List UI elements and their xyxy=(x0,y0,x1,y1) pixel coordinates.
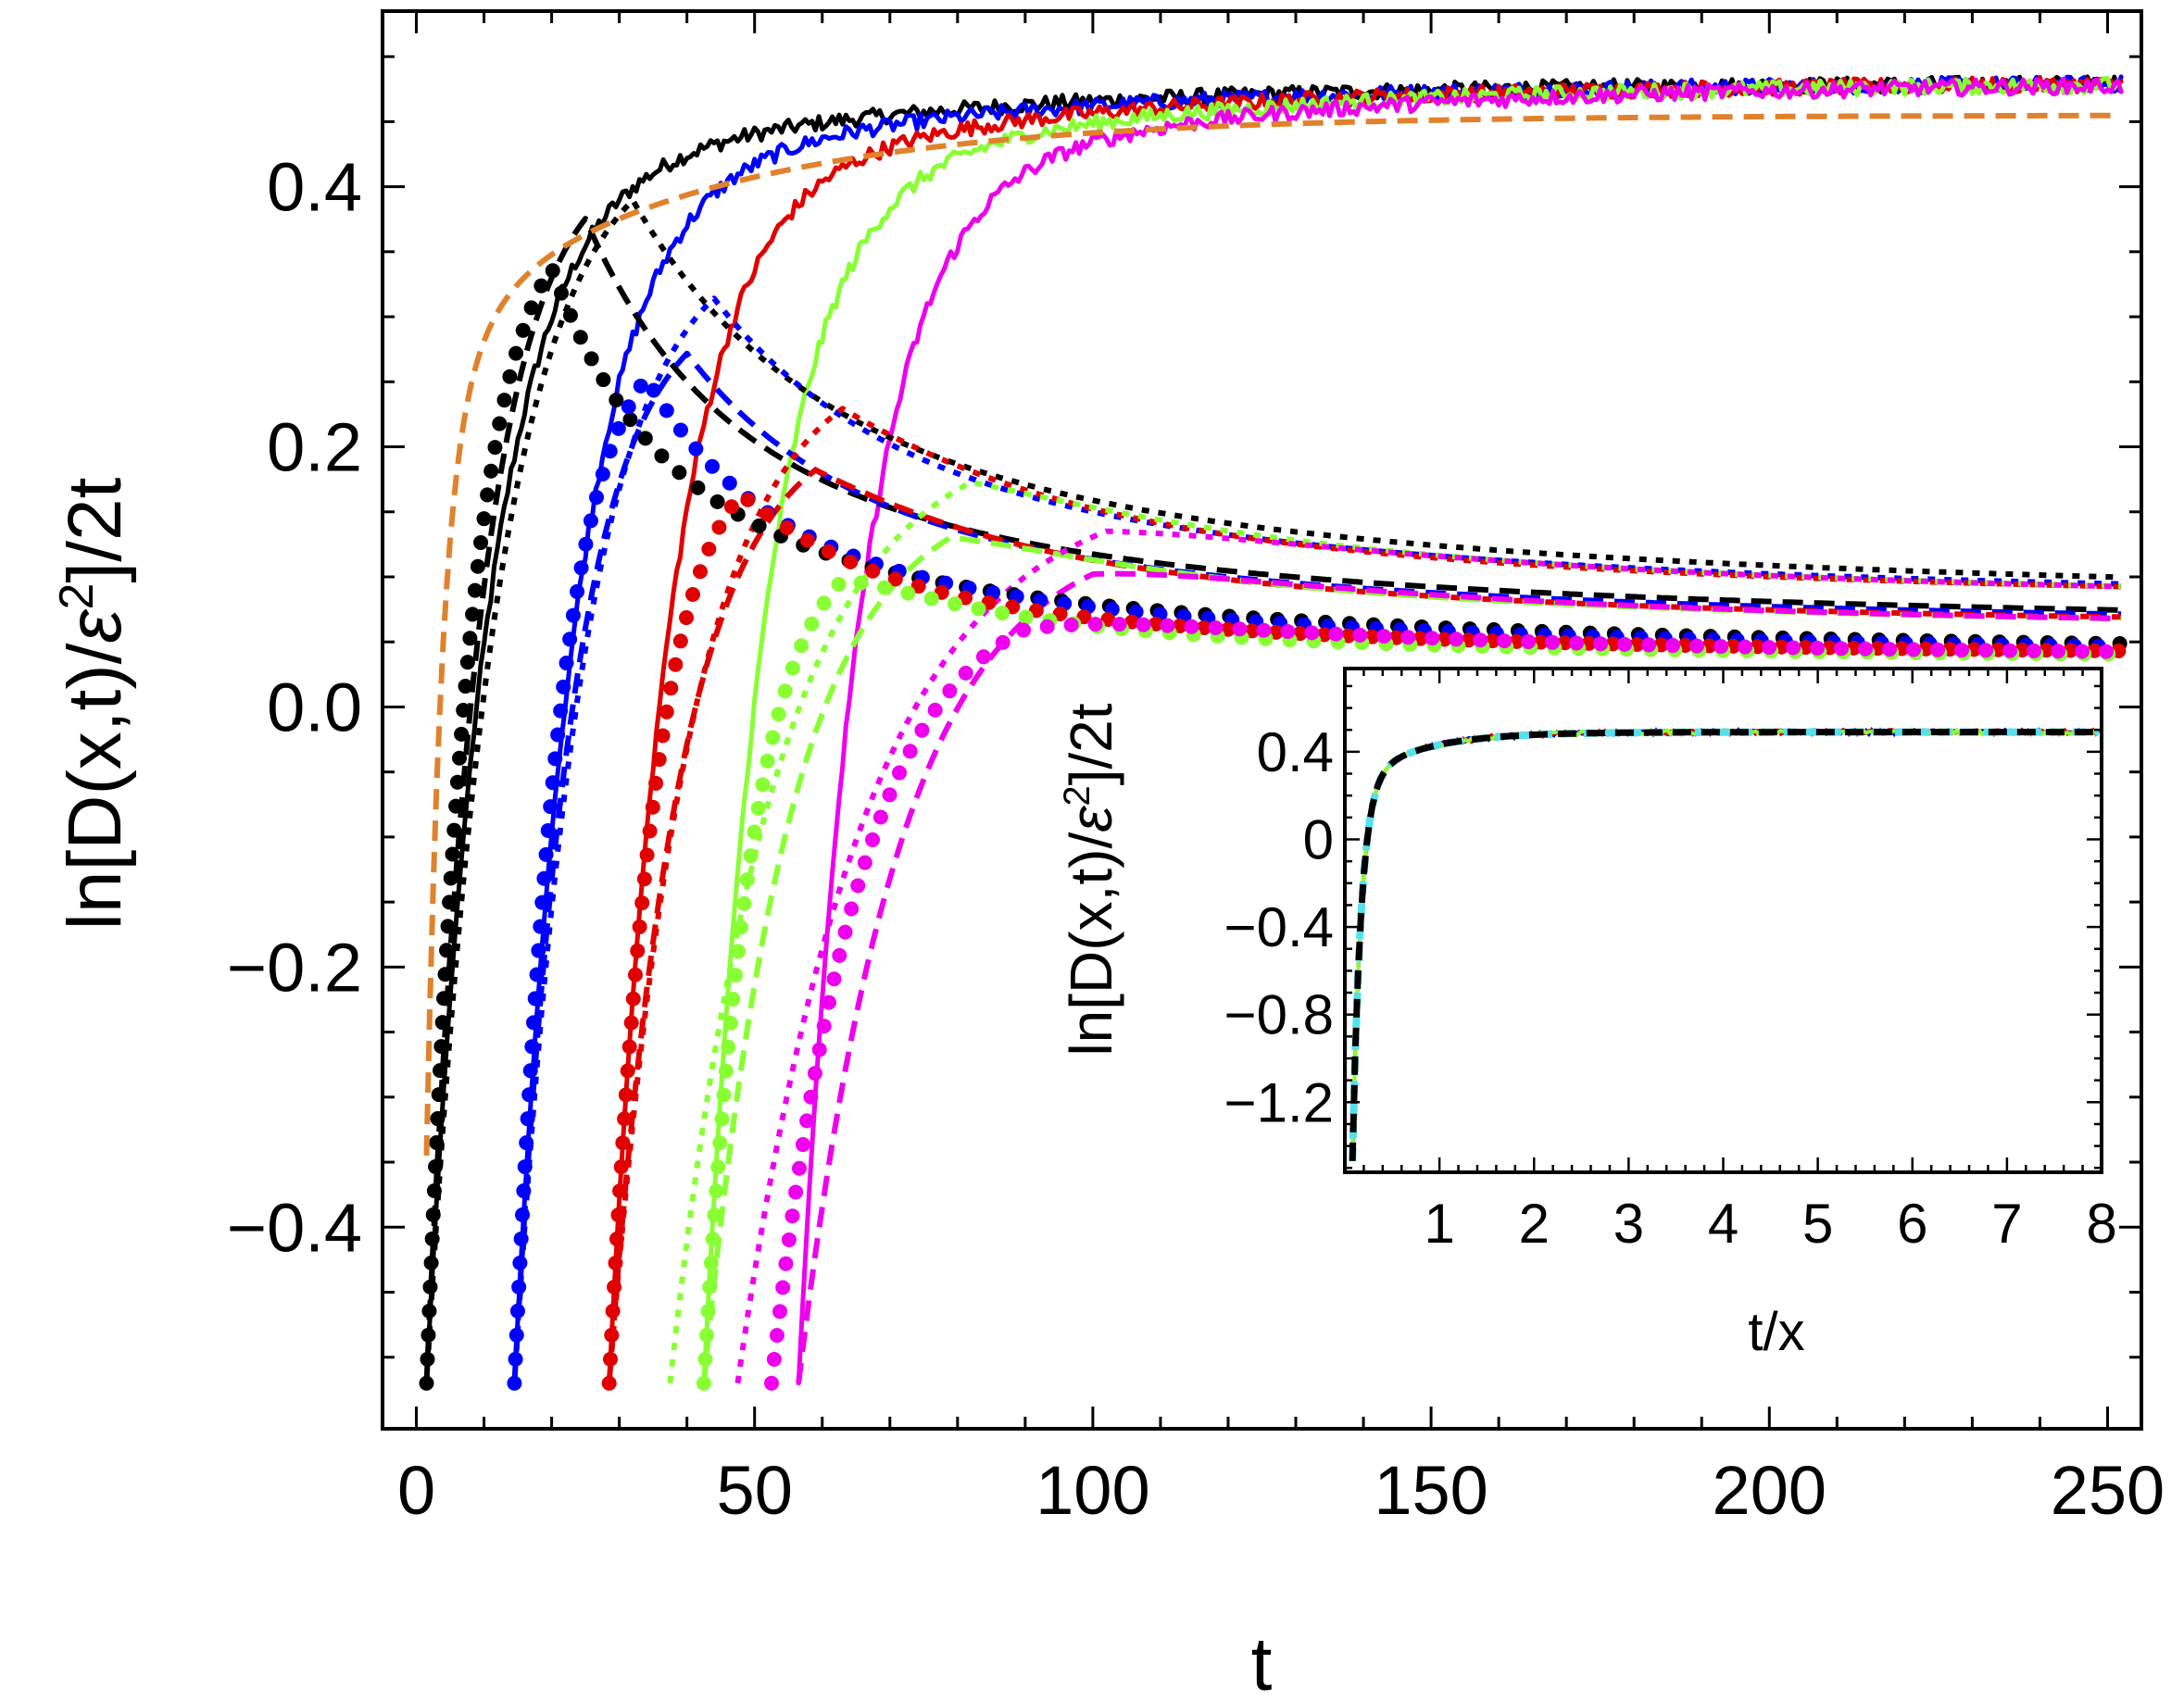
inset-y-tick-label: −0.4 xyxy=(1224,896,1334,958)
inset-curves xyxy=(1349,726,2101,1161)
main-y-tick-label: −0.2 xyxy=(227,929,362,1006)
main-y-tick-label: −0.4 xyxy=(227,1189,362,1266)
main-series-19 xyxy=(764,617,2129,1391)
main-x-tick-label: 100 xyxy=(1036,1452,1149,1529)
main-plot-frame xyxy=(381,9,2143,1431)
main-x-tick-label: 150 xyxy=(1374,1452,1487,1529)
inset-x-tick-labels: 1 2 3 4 5 6 7 8 xyxy=(1424,1193,2116,1255)
main-y-tick-label: 0.2 xyxy=(267,409,362,486)
main-series-20 xyxy=(423,112,2122,1157)
inset-x-tick-label: 7 xyxy=(1991,1193,2022,1255)
main-series-10 xyxy=(423,197,2122,1383)
main-series-15 xyxy=(419,260,2129,1391)
inset-y-tick-label: −1.2 xyxy=(1224,1071,1334,1133)
main-y-axis-label: ln[D(x,t)/ε2]/2t xyxy=(50,477,137,930)
main-series-13 xyxy=(667,479,2122,1384)
main-series-4 xyxy=(796,76,2124,1386)
main-x-tick-labels: 0 50 100 150 200 250 xyxy=(397,1452,2165,1529)
main-x-tick-label: 50 xyxy=(717,1452,793,1529)
main-series-14 xyxy=(734,528,2122,1384)
main-plot: 0 50 100 150 200 250 −0.4−0.20.00.20.4 t ln[D… xyxy=(50,9,2165,1701)
main-y-tick-label: 0.0 xyxy=(267,669,362,745)
inset-y-tick-labels: −1.2 −0.8 −0.4 0 0.4 xyxy=(1224,721,1334,1133)
inset-x-tick-label: 6 xyxy=(1897,1193,1927,1255)
inset-y-axis-label: ln[D(x,t)/ε2]/2t xyxy=(1057,703,1124,1056)
main-x-axis-label: t xyxy=(1251,1622,1273,1701)
main-y-tick-label: 0.4 xyxy=(267,149,362,226)
main-curves xyxy=(419,74,2129,1391)
main-ticks xyxy=(383,11,2141,1429)
inset-x-tick-label: 2 xyxy=(1519,1193,1550,1255)
main-x-tick-label: 250 xyxy=(2051,1452,2165,1529)
inset-x-axis-label: t/x xyxy=(1748,1302,1804,1362)
inset-plot: 1 2 3 4 5 6 7 8 −1.2 −0.8 −0.4 0 0.4 t/x ln[D(x,t)/… xyxy=(1057,667,2117,1362)
inset-x-tick-label: 4 xyxy=(1708,1193,1738,1255)
inset-x-tick-label: 5 xyxy=(1802,1193,1833,1255)
inset-background xyxy=(1345,669,2102,1172)
inset-y-tick-label: 0 xyxy=(1303,808,1334,870)
inset-series-4 xyxy=(1349,729,2099,1161)
inset-x-tick-label: 3 xyxy=(1613,1193,1644,1255)
main-x-tick-label: 200 xyxy=(1713,1452,1826,1529)
main-series-2 xyxy=(607,74,2124,1386)
inset-ticks xyxy=(1343,669,2103,1172)
inset-x-tick-label: 1 xyxy=(1424,1193,1454,1255)
inset-y-tick-label: 0.4 xyxy=(1257,721,1334,783)
main-x-tick-label: 0 xyxy=(397,1452,435,1529)
inset-x-tick-label: 8 xyxy=(2086,1193,2116,1255)
inset-y-tick-label: −0.8 xyxy=(1224,984,1334,1046)
main-y-tick-labels: −0.4 −0.2 0.0 0.2 0.4 xyxy=(227,149,362,1267)
